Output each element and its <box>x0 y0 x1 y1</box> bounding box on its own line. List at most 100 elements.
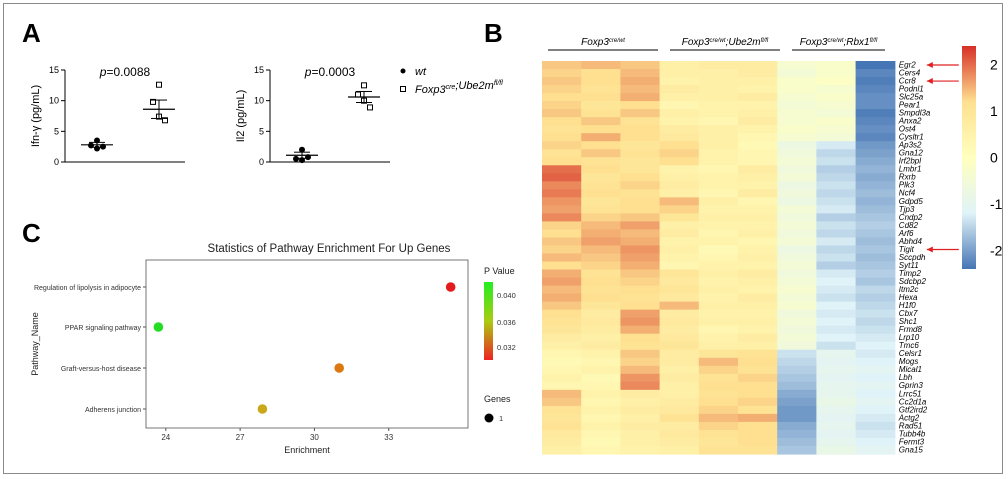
heatmap-cell <box>659 237 700 247</box>
heatmap-cell <box>581 349 621 359</box>
heatmap-cell <box>542 405 582 415</box>
heatmap-cell <box>816 397 857 407</box>
heatmap-cell <box>777 277 817 287</box>
heatmap-cell <box>816 109 857 118</box>
heatmap-cell <box>698 421 739 431</box>
heatmap-cell <box>855 357 896 367</box>
heatmap-cell <box>855 405 896 415</box>
heatmap-cell <box>581 125 621 134</box>
heatmap-cell <box>777 389 817 399</box>
heatmap-cell <box>620 285 661 295</box>
gene-label: Ost4 <box>899 125 916 134</box>
heatmap-cell <box>581 133 621 142</box>
heatmap-cell <box>542 61 582 70</box>
gene-label: Lmbr1 <box>899 165 922 174</box>
heatmap-cell <box>816 357 857 367</box>
heatmap-cell <box>542 333 582 343</box>
enrichment-point <box>334 363 345 373</box>
gene-label: Lbh <box>899 373 913 382</box>
heatmap-cell <box>738 165 778 174</box>
heatmap-cell <box>816 373 857 383</box>
legend-size-title: Genes <box>484 394 511 404</box>
heatmap-cell <box>855 269 896 279</box>
heatmap-cell <box>738 109 778 118</box>
heatmap-cell <box>738 93 778 102</box>
heatmap-cell <box>581 253 621 263</box>
heatmap-cell <box>542 389 582 399</box>
heatmap-cell <box>620 357 661 367</box>
highlight-arrow-head <box>926 246 933 253</box>
heatmap-cell <box>620 389 661 399</box>
x-tick-label: 33 <box>384 433 393 442</box>
heatmap-cell <box>698 405 739 415</box>
heatmap-cell <box>659 373 700 383</box>
heatmap-cell <box>816 133 857 142</box>
heatmap-cell <box>698 429 739 439</box>
heatmap-cell <box>542 317 582 327</box>
heatmap-cell <box>777 381 817 391</box>
heatmap-cell <box>698 445 739 455</box>
heatmap-cell <box>581 117 621 126</box>
heatmap-cell <box>620 269 661 279</box>
panel-label-b: B <box>484 18 503 48</box>
heatmap-cell <box>542 261 582 271</box>
heatmap-cell <box>542 181 582 190</box>
heatmap-cell <box>620 221 661 231</box>
heatmap-cell <box>738 293 778 303</box>
heatmap-cell <box>816 85 857 94</box>
heatmap-cell <box>738 317 778 327</box>
heatmap-cell <box>855 229 896 239</box>
gene-label: Gtf2ird2 <box>899 405 928 414</box>
heatmap-cell <box>581 141 621 150</box>
heatmap-cell <box>816 189 857 198</box>
heatmap-cell <box>581 101 621 110</box>
gene-label: Gdpd5 <box>899 197 924 206</box>
y-tick-label: 5 <box>259 126 264 136</box>
ko-point <box>361 82 367 89</box>
heatmap-cell <box>738 277 778 287</box>
heatmap-cell <box>738 133 778 142</box>
heatmap-cell <box>777 213 817 223</box>
heatmap-cell <box>777 437 817 447</box>
heatmap-cell <box>581 293 621 303</box>
heatmap-cell <box>620 293 661 303</box>
gene-label: Gna15 <box>899 445 924 454</box>
heatmap-cell <box>659 261 700 271</box>
heatmap-cell <box>542 229 582 239</box>
heatmap-cell <box>620 77 661 86</box>
heatmap-cell <box>620 421 661 431</box>
heatmap-cell <box>816 285 857 295</box>
ko-point <box>156 81 162 88</box>
heatmap-cell <box>659 85 700 94</box>
heatmap-cell <box>738 189 778 198</box>
heatmap-cell <box>698 141 739 150</box>
heatmap-cell <box>777 333 817 343</box>
heatmap-cell <box>620 133 661 142</box>
heatmap-cell <box>542 341 582 351</box>
gene-label: Egr2 <box>899 60 916 69</box>
heatmap-cell <box>698 173 739 182</box>
heatmap-cell <box>738 421 778 431</box>
gene-label: Sdcbp2 <box>899 277 927 286</box>
heatmap-cell <box>738 181 778 190</box>
heatmap-cell <box>816 101 857 110</box>
heatmap-cell <box>738 61 778 70</box>
heatmap-cell <box>816 261 857 271</box>
heatmap-cell <box>777 229 817 239</box>
heatmap-cell <box>581 373 621 383</box>
legend-size-value: 1 <box>499 414 503 423</box>
gene-label: Lrp10 <box>899 333 920 342</box>
heatmap-cell <box>738 397 778 407</box>
heatmap-cell <box>738 173 778 182</box>
heatmap-cell <box>777 189 817 198</box>
heatmap-cell <box>659 293 700 303</box>
gene-label: Celsr1 <box>899 349 922 358</box>
heatmap-cell <box>855 93 896 102</box>
heatmap-cell <box>542 221 582 231</box>
heatmap-cell <box>620 429 661 439</box>
highlight-arrow-head <box>926 62 933 69</box>
heatmap-cell <box>659 325 700 335</box>
heatmap-cell <box>855 125 896 134</box>
heatmap-cell <box>542 301 582 311</box>
heatmap-cell <box>855 205 896 214</box>
